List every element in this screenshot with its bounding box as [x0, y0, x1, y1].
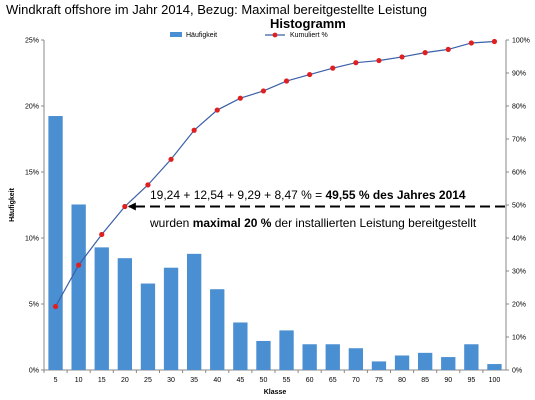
bar-45: [233, 322, 248, 370]
x-tick-label: 5: [54, 377, 58, 384]
cumulative-point-90: [445, 46, 451, 53]
y-tick-label-right: 80%: [512, 104, 526, 111]
annotation-line-1: 19,24 + 12,54 + 9,29 + 8,47 % = 49,55 % …: [150, 188, 466, 202]
x-tick-label: 40: [213, 377, 221, 384]
annotation-line-1-bold: 49,55 % des Jahres 2014: [325, 188, 466, 202]
bar-60: [302, 344, 317, 370]
x-tick-label: 15: [98, 377, 106, 384]
bar-15: [94, 247, 109, 370]
bar-75: [371, 361, 387, 370]
cumulative-point-30: [168, 156, 174, 162]
x-tick-label: 95: [467, 377, 475, 384]
cumulative-point-55: [283, 78, 290, 84]
cumulative-point-100: [491, 38, 498, 45]
cumulative-point-70: [353, 60, 359, 66]
cumulative-point-75: [376, 57, 382, 64]
x-tick-label: 85: [421, 377, 429, 384]
annotation-line-2-bold: maximal 20 %: [192, 216, 272, 230]
bar-80: [394, 355, 410, 370]
bar-100: [487, 364, 502, 370]
bar-10: [71, 204, 86, 370]
cumulative-point-35: [191, 127, 197, 133]
x-tick-label: 80: [398, 377, 406, 384]
bar-50: [256, 340, 271, 370]
x-tick-label: 65: [329, 377, 337, 384]
y-tick-label-left: 25%: [25, 38, 39, 45]
bar-95: [464, 344, 479, 370]
bar-65: [325, 344, 340, 370]
cumulative-point-85: [422, 50, 428, 56]
x-tick-label: 30: [167, 377, 175, 384]
cumulative-point-45: [237, 95, 243, 101]
annotation-line-1-text: 19,24 + 12,54 + 9,29 + 8,47 % =: [150, 188, 326, 202]
cumulative-point-15: [99, 231, 105, 238]
y-tick-label-right: 20%: [512, 302, 526, 309]
x-tick-label: 10: [75, 377, 83, 384]
x-tick-label: 20: [121, 377, 129, 384]
y-tick-label-left: 0%: [29, 368, 39, 375]
x-tick-label: 55: [283, 377, 291, 384]
x-tick-label: 50: [260, 377, 268, 384]
cumulative-point-10: [76, 262, 82, 268]
page-title: Windkraft offshore im Jahr 2014, Bezug: …: [6, 2, 428, 17]
chart-title: Histogramm: [270, 16, 346, 31]
y-tick-label-left: 10%: [25, 236, 39, 243]
legend-label-kumuliert: Kumuliert %: [290, 32, 328, 39]
y-tick-label-right: 60%: [512, 170, 526, 177]
bar-20: [117, 258, 133, 370]
bar-70: [348, 348, 364, 370]
x-axis-label: Klasse: [264, 389, 287, 396]
x-tick-label: 75: [375, 377, 383, 384]
annotation-line-2-text: wurden: [150, 216, 193, 230]
y-tick-label-right: 50%: [512, 203, 526, 210]
x-tick-label: 90: [444, 377, 452, 384]
bar-85: [417, 352, 433, 370]
bar-90: [441, 357, 456, 370]
cumulative-point-40: [214, 107, 220, 113]
bar-55: [279, 330, 294, 370]
cumulative-point-95: [468, 40, 474, 46]
bar-5: [48, 116, 63, 370]
x-tick-label: 25: [144, 377, 152, 384]
y-tick-label-left: 20%: [25, 104, 39, 111]
x-tick-label: 35: [190, 377, 198, 384]
legend-swatch-kumuliert-marker: [272, 32, 278, 38]
bar-30: [163, 267, 179, 370]
y-tick-label-left: 15%: [25, 170, 39, 177]
y-tick-label-right: 0%: [512, 368, 522, 375]
x-tick-label: 70: [352, 377, 360, 384]
cumulative-point-65: [330, 65, 336, 71]
annotation-line-2: wurden maximal 20 % der installierten Le…: [150, 216, 476, 230]
y-tick-label-right: 30%: [512, 269, 526, 276]
legend: Häufigkeit Kumuliert %: [170, 32, 328, 39]
x-tick-label: 45: [236, 377, 244, 384]
y-tick-label-left: 5%: [29, 302, 39, 309]
cumulative-point-50: [260, 88, 267, 94]
legend-label-haeufigkeit: Häufigkeit: [186, 32, 217, 39]
x-tick-label: 100: [489, 377, 501, 384]
bar-25: [140, 283, 156, 370]
cumulative-point-5: [52, 303, 59, 310]
cumulative-point-20: [122, 203, 128, 210]
cumulative-point-25: [145, 182, 151, 188]
legend-swatch-haeufigkeit: [170, 32, 182, 37]
bar-40: [210, 289, 225, 370]
y-tick-label-right: 90%: [512, 71, 526, 78]
y-tick-label-right: 40%: [512, 236, 526, 243]
y-tick-label-right: 100%: [512, 38, 530, 45]
bar-35: [186, 253, 202, 370]
annotation-line-2-suffix: der installierten Leistung bereitgestell…: [271, 216, 477, 230]
cumulative-point-80: [399, 54, 405, 60]
cumulative-point-60: [307, 71, 313, 78]
y-tick-label-right: 70%: [512, 137, 526, 144]
bars-group: [48, 116, 502, 370]
x-tick-label: 60: [306, 377, 314, 384]
y-axis-label: Häufigkeit: [9, 187, 16, 222]
y-tick-label-right: 10%: [512, 335, 526, 342]
